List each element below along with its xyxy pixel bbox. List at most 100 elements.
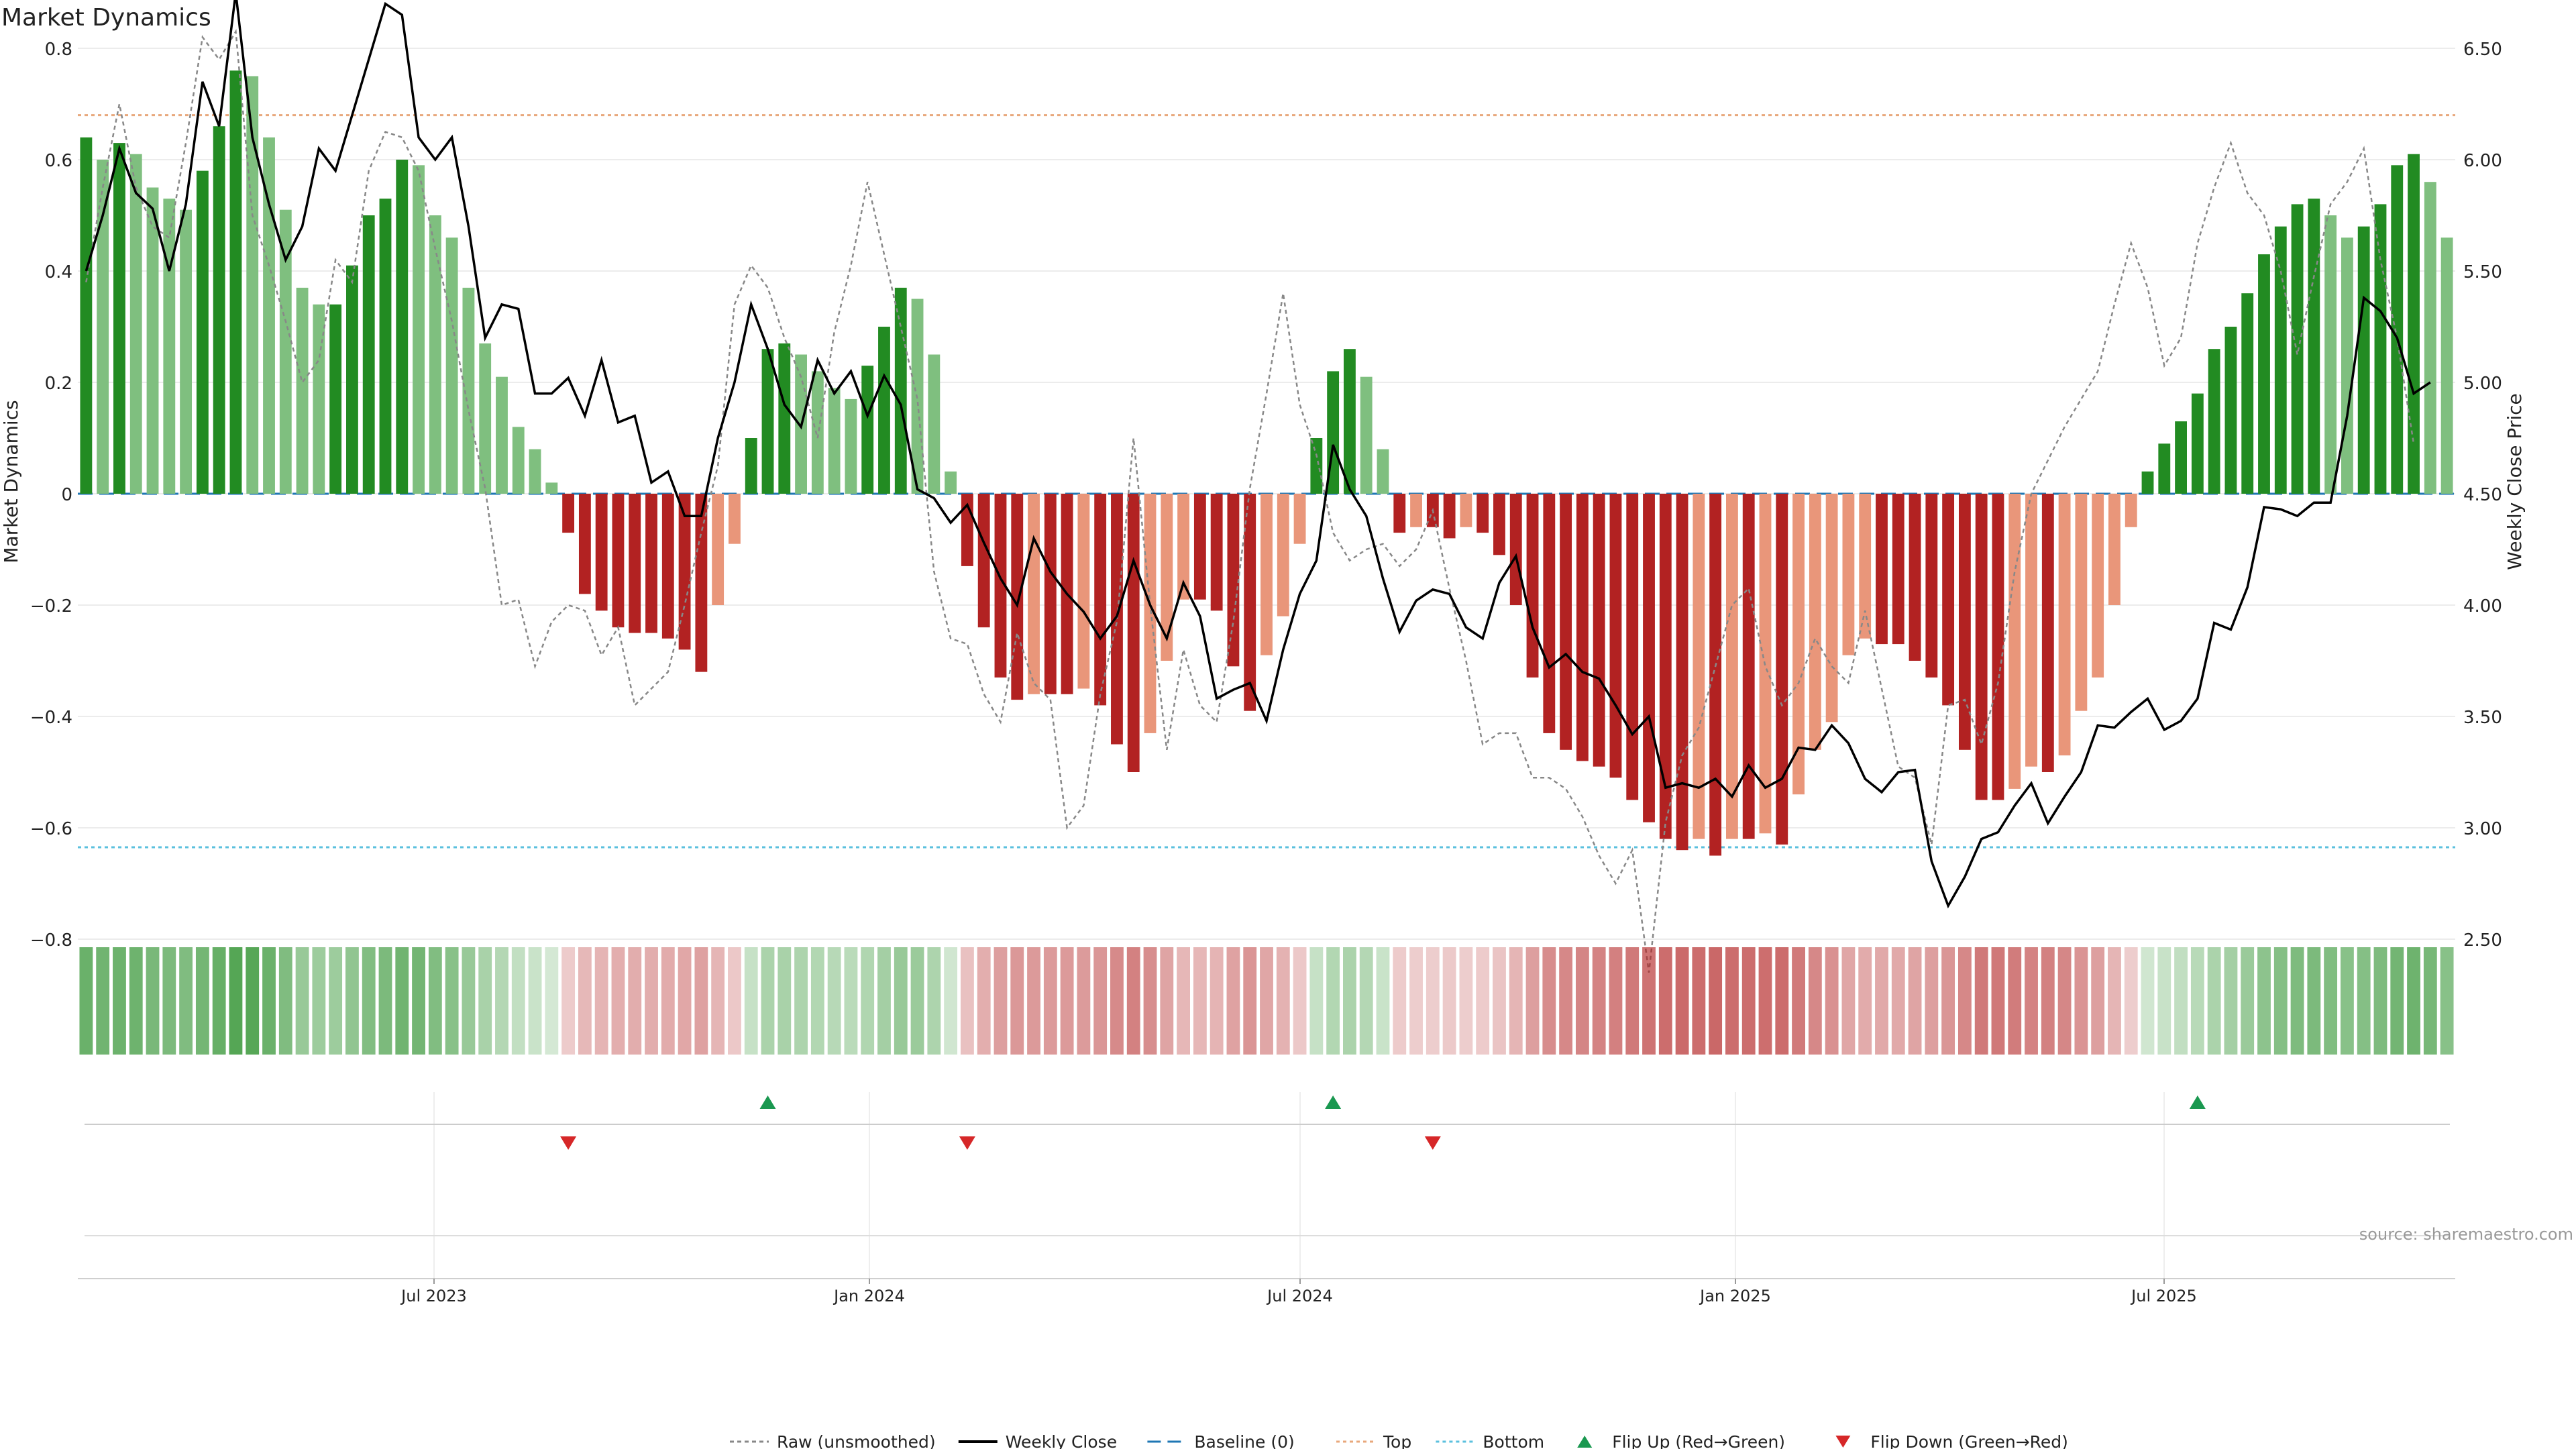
bar [1210,494,1223,611]
legend-item: Weekly Close [958,1432,1117,1449]
y-tick-label: −0.2 [30,596,72,616]
heat-cell [1476,947,1490,1055]
y2-tick-label: 5.00 [2463,374,2502,394]
bar [2092,494,2104,678]
bar [2241,293,2254,494]
bar [413,165,425,494]
heat-cell [528,947,542,1055]
bar [1942,494,1955,706]
heat-cell [877,947,891,1055]
heat-cell [428,947,442,1055]
bar [1094,494,1107,706]
heat-cell [2257,947,2271,1055]
legend-label: Flip Up (Red→Green) [1612,1432,1785,1449]
bar [729,494,741,544]
bar [2408,154,2420,494]
bar [928,354,941,494]
heat-cell [2074,947,2088,1055]
y-tick-label: 0 [61,485,72,505]
heat-cell [1160,947,1174,1055]
bar [945,471,957,494]
heat-cell [944,947,958,1055]
bar [1177,494,1190,600]
bar [1776,494,1788,845]
heat-cell [777,947,792,1055]
y-axis-left-label: Market Dynamics [0,400,22,563]
heat-cell [1359,947,1373,1055]
bar [512,427,525,494]
heat-cell [1592,947,1606,1055]
bar [163,199,176,494]
legend: Raw (unsmoothed) Weekly Close Baseline (0)… [730,1432,2068,1449]
bar [1693,494,1705,839]
heat-cell [179,947,193,1055]
y2-tick-label: 4.50 [2463,485,2502,505]
bar [1726,494,1738,839]
heat-cell [927,947,941,1055]
bar [429,215,441,494]
bar [545,482,558,494]
bar [1526,494,1539,678]
x-tick-label: Jan 2024 [833,1287,905,1305]
heat-cell [1509,947,1523,1055]
legend-label: Weekly Close [1006,1432,1117,1449]
heat-cell [861,947,875,1055]
heat-cell [378,947,392,1055]
heat-cell [844,947,858,1055]
bar [1493,494,1505,555]
heat-cell [1775,947,1789,1055]
heat-cell [495,947,508,1055]
heat-cell [1309,947,1324,1055]
bar [2141,471,2154,494]
y-tick-label: 0.4 [45,262,72,282]
heat-cell [1326,947,1340,1055]
bar [97,160,109,494]
heat-cell [312,947,326,1055]
flip-down-marker [560,1136,577,1150]
heat-cell [229,947,243,1055]
bar [1044,494,1057,694]
y-axis-left: 0.8 0.6 0.4 0.2 0 −0.2 −0.4 −0.6 −0.8 [30,40,72,951]
bar [1876,494,1888,645]
bar [595,494,608,611]
bar [1343,349,1356,494]
close-series [85,0,2431,909]
y2-tick-label: 6.50 [2463,40,2502,60]
bar [1543,494,1556,733]
heat-cell [96,947,110,1055]
bar [1260,494,1273,655]
heat-cell [1908,947,1922,1055]
y2-tick-label: 2.50 [2463,930,2502,951]
bar [146,187,159,494]
flip-up-marker [759,1095,776,1109]
heat-cell [2057,947,2072,1055]
heat-cell [1293,947,1307,1055]
heat-cell [262,947,276,1055]
bar [496,376,508,494]
heat-cell [1126,947,1140,1055]
bar [2440,237,2453,494]
bar [2175,421,2187,494]
y-tick-label: 0.8 [45,40,72,60]
bar [313,304,325,494]
heat-cell [2273,947,2288,1055]
heat-cell [1060,947,1074,1055]
x-tick-label: Jan 2025 [1699,1287,1771,1305]
heat-cell [960,947,974,1055]
heat-cell [395,947,409,1055]
bar [1393,494,1406,533]
heat-cell [1193,947,1207,1055]
bar [2424,182,2436,494]
heat-cell [1709,947,1723,1055]
bar [678,494,691,650]
heat-cell [1974,947,1988,1055]
heat-cell [2025,947,2038,1055]
heat-cell [2091,947,2105,1055]
bar [445,237,458,494]
heat-cell [345,947,359,1055]
heat-cell [2157,947,2171,1055]
bar [80,137,93,494]
heat-cell [1177,947,1190,1055]
bar [2291,204,2304,494]
